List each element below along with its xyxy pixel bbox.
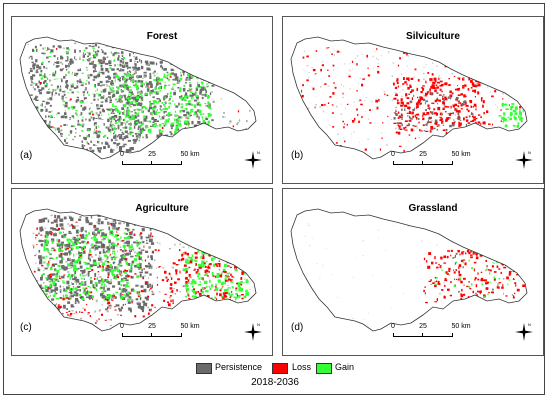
land-use-change-pixels [303, 223, 525, 320]
panel-silviculture: Silviculture (b) 0 25 50 km N [282, 16, 544, 184]
scale-tick-0: 0 [391, 151, 395, 158]
legend-swatch-persistence [196, 363, 212, 374]
panel-label: (c) [20, 322, 32, 333]
svg-text:N: N [257, 322, 260, 327]
scale-bar: 0 25 50 km [120, 151, 200, 173]
figure-frame [3, 3, 545, 395]
panel-agriculture: Agriculture (c) 0 25 50 km N [11, 188, 273, 356]
north-arrow-icon: N [244, 322, 262, 341]
scale-tick-25: 25 [419, 151, 427, 158]
region-boundary [290, 208, 528, 332]
legend: Persistence Loss Gain [0, 362, 550, 376]
scale-bar: 0 25 50 km [391, 151, 471, 173]
north-arrow-icon: N [244, 150, 262, 169]
scale-bar: 0 25 50 km [120, 323, 200, 345]
scale-tick-0: 0 [391, 323, 395, 330]
land-use-change-pixels [298, 47, 526, 153]
region-boundary [19, 208, 257, 332]
scale-tick-25: 25 [419, 323, 427, 330]
north-arrow-icon: N [515, 322, 533, 341]
panel-grassland: Grassland (d) 0 25 50 km N [282, 188, 544, 356]
svg-text:N: N [528, 150, 531, 155]
map-silviculture [290, 36, 528, 160]
scale-tick-50: 50 km [451, 151, 471, 158]
svg-text:N: N [257, 150, 260, 155]
panel-label: (a) [20, 150, 33, 161]
region-boundary [290, 36, 528, 160]
scale-tick-50: 50 km [180, 151, 200, 158]
north-arrow-icon: N [515, 150, 533, 169]
scale-tick-50: 50 km [180, 323, 200, 330]
svg-text:N: N [528, 322, 531, 327]
legend-swatch-gain [316, 363, 332, 374]
region-boundary [19, 36, 257, 160]
panel-title: Silviculture [406, 31, 460, 42]
panel-label: (b) [291, 150, 304, 161]
panel-title: Agriculture [135, 203, 189, 214]
map-forest [19, 36, 257, 160]
legend-label-persistence: Persistence [215, 362, 263, 372]
scale-tick-0: 0 [120, 151, 124, 158]
scale-tick-25: 25 [148, 323, 156, 330]
scale-bar: 0 25 50 km [391, 323, 471, 345]
scale-tick-50: 50 km [451, 323, 471, 330]
panel-forest: Forest (a) 0 25 50 km N [11, 16, 273, 184]
map-grassland [290, 208, 528, 332]
scale-tick-25: 25 [148, 151, 156, 158]
map-agriculture [19, 208, 257, 332]
legend-label-gain: Gain [335, 362, 355, 372]
panel-title: Forest [146, 31, 178, 42]
scale-tick-0: 0 [120, 323, 124, 330]
panel-title: Grassland [408, 203, 458, 214]
legend-label-loss: Loss [292, 362, 312, 372]
legend-swatch-loss [272, 363, 288, 374]
panel-label: (d) [291, 322, 304, 333]
period-label: 2018-2036 [251, 377, 299, 388]
